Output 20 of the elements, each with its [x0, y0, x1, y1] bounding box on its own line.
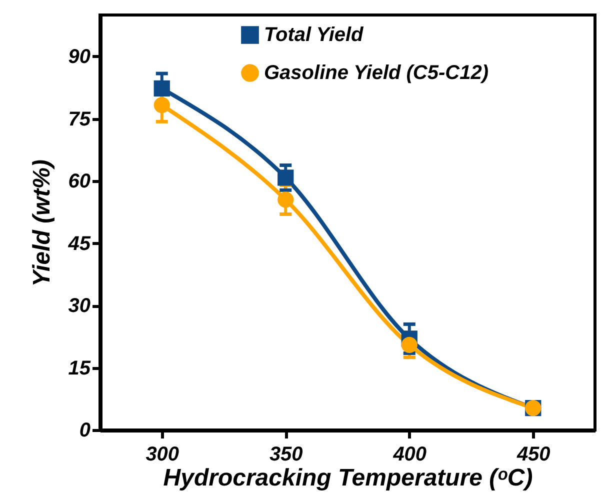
x-tick-label: 400	[392, 444, 427, 466]
point	[401, 336, 418, 353]
point	[154, 80, 170, 97]
legend-label: Total Yield	[264, 24, 364, 46]
x-tick-label: 300	[146, 444, 180, 466]
x-tick-label: 450	[516, 444, 550, 466]
y-tick-label: 0	[79, 420, 90, 442]
y-axis-title: Yield (wt%)	[28, 159, 56, 287]
y-tick-label: 30	[68, 295, 90, 317]
point	[154, 97, 170, 114]
x-tick-label: 350	[269, 444, 303, 466]
y-tick-label: 90	[68, 46, 90, 68]
point	[278, 192, 294, 208]
y-tick-label: 15	[68, 357, 92, 380]
y-tick-label: 60	[68, 170, 90, 192]
point	[278, 170, 294, 186]
legend-label: Gasoline Yield (C5-C12)	[264, 62, 489, 84]
y-tick-label: 75	[68, 108, 92, 130]
y-tick-label: 45	[67, 232, 92, 255]
x-axis-title: Hydrocracking Temperature (ᵒC)	[163, 464, 533, 492]
